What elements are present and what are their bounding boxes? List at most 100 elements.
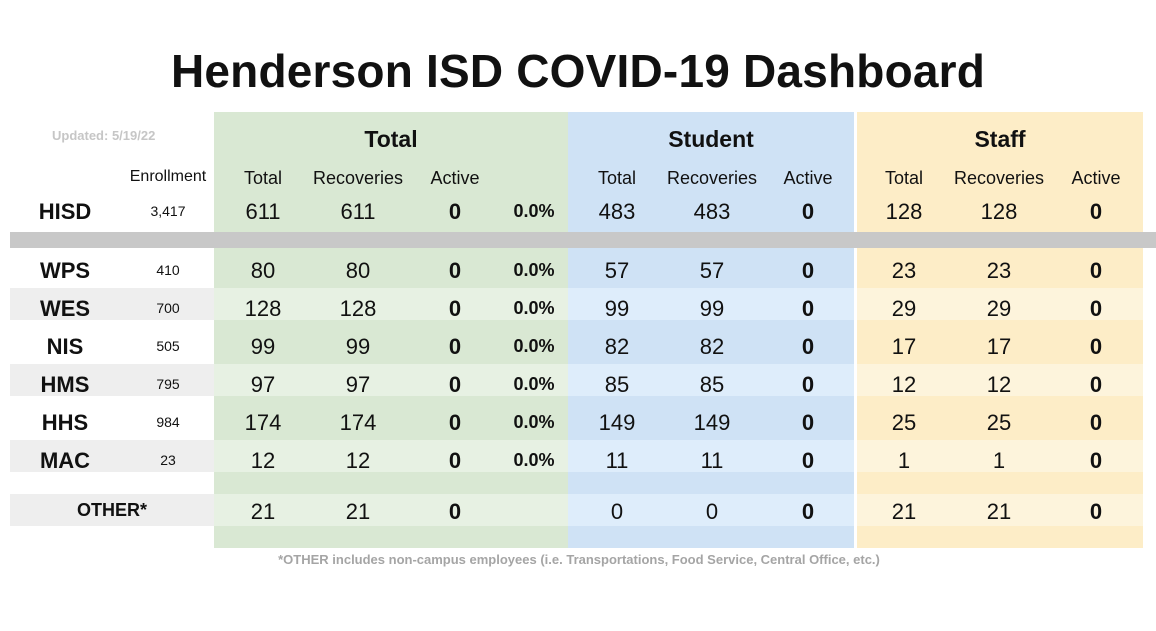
enrollment-cell: 984	[156, 414, 180, 430]
footnote: *OTHER includes non-campus employees (i.…	[278, 552, 880, 567]
student-total-cell: 57	[604, 258, 630, 283]
header-enrollment: Enrollment	[129, 168, 207, 185]
row-label: OTHER*	[76, 500, 147, 520]
recoveries-cell: 97	[345, 372, 371, 397]
student-recoveries-cell: 82	[699, 334, 725, 359]
separator-bar	[10, 232, 1156, 248]
staff-active-cell: 0	[1089, 372, 1103, 397]
band	[568, 440, 854, 472]
student-recoveries-cell: 149	[693, 410, 731, 435]
staff-panel	[857, 112, 1143, 548]
student-total-cell: 483	[598, 199, 636, 224]
staff-total-cell: 1	[897, 448, 911, 473]
staff-recoveries-cell: 25	[986, 410, 1012, 435]
staff-active-cell: 0	[1089, 499, 1103, 524]
student-total-cell: 149	[598, 410, 636, 435]
total-cell: 174	[244, 410, 282, 435]
staff-active-cell: 0	[1089, 334, 1103, 359]
header-staff-recoveries: Recoveries	[953, 168, 1045, 188]
header-active: Active	[430, 168, 480, 188]
band	[214, 364, 568, 396]
active-cell: 0	[448, 258, 462, 283]
staff-recoveries-cell: 21	[986, 499, 1012, 524]
student-total-cell: 0	[610, 499, 624, 524]
staff-total-cell: 128	[885, 199, 923, 224]
total-cell: 21	[250, 499, 276, 524]
recoveries-cell: 80	[345, 258, 371, 283]
staff-total-cell: 21	[891, 499, 917, 524]
band	[214, 288, 568, 320]
row-label: HISD	[38, 199, 92, 224]
pct-cell: 0.0%	[513, 298, 555, 318]
row-label: WPS	[39, 258, 91, 283]
student-panel	[568, 112, 854, 548]
staff-total-cell: 29	[891, 296, 917, 321]
band	[857, 364, 1143, 396]
active-cell: 0	[448, 334, 462, 359]
student-active-cell: 0	[801, 334, 815, 359]
active-cell: 0	[448, 372, 462, 397]
pct-cell: 0.0%	[513, 260, 555, 280]
pct-cell: 0.0%	[513, 450, 555, 470]
enrollment-cell: 505	[156, 338, 180, 354]
pct-cell: 0.0%	[513, 336, 555, 356]
group-header-staff: Staff	[974, 126, 1026, 152]
recoveries-cell: 611	[340, 199, 376, 224]
staff-recoveries-cell: 128	[980, 199, 1018, 224]
student-active-cell: 0	[801, 296, 815, 321]
band	[857, 288, 1143, 320]
updated-date: Updated: 5/19/22	[52, 128, 156, 143]
active-cell: 0	[448, 499, 462, 524]
pct-cell: 0.0%	[513, 412, 555, 432]
staff-recoveries-cell: 12	[986, 372, 1012, 397]
student-total-cell: 82	[604, 334, 630, 359]
student-recoveries-cell: 57	[699, 258, 725, 283]
total-cell: 128	[244, 296, 282, 321]
staff-active-cell: 0	[1089, 199, 1103, 224]
band	[857, 494, 1143, 526]
staff-active-cell: 0	[1089, 258, 1103, 283]
staff-total-cell: 12	[891, 372, 917, 397]
group-header-student: Student	[668, 126, 754, 152]
band	[214, 494, 568, 526]
staff-total-cell: 23	[891, 258, 917, 283]
active-cell: 0	[448, 410, 462, 435]
band	[214, 440, 568, 472]
recoveries-cell: 174	[339, 410, 377, 435]
student-active-cell: 0	[801, 258, 815, 283]
recoveries-cell: 21	[345, 499, 371, 524]
total-cell: 99	[250, 334, 276, 359]
student-active-cell: 0	[801, 410, 815, 435]
pct-cell: 0.0%	[513, 201, 555, 221]
row-label: HHS	[41, 410, 89, 435]
student-total-cell: 99	[604, 296, 630, 321]
student-recoveries-cell: 0	[705, 499, 719, 524]
band	[10, 364, 214, 396]
header-student-total: Total	[597, 168, 637, 188]
student-active-cell: 0	[801, 448, 815, 473]
total-cell: 611	[245, 199, 281, 224]
row-label: NIS	[46, 334, 84, 359]
total-cell: 97	[250, 372, 276, 397]
student-total-cell: 85	[604, 372, 630, 397]
total-panel	[214, 112, 568, 548]
recoveries-cell: 99	[345, 334, 371, 359]
active-cell: 0	[448, 448, 462, 473]
student-active-cell: 0	[801, 199, 815, 224]
staff-total-cell: 25	[891, 410, 917, 435]
student-recoveries-cell: 11	[700, 448, 724, 473]
enrollment-cell: 3,417	[150, 203, 186, 219]
pct-cell: 0.0%	[513, 374, 555, 394]
band	[568, 288, 854, 320]
row-label: MAC	[39, 448, 91, 473]
group-header-total: Total	[364, 126, 418, 152]
student-recoveries-cell: 99	[699, 296, 725, 321]
staff-total-cell: 17	[891, 334, 917, 359]
staff-active-cell: 0	[1089, 296, 1103, 321]
enrollment-cell: 700	[156, 300, 180, 316]
student-active-cell: 0	[801, 372, 815, 397]
header-staff-active: Active	[1071, 168, 1121, 188]
enrollment-cell: 23	[160, 452, 176, 468]
band	[10, 288, 214, 320]
page-title: Henderson ISD COVID-19 Dashboard	[170, 45, 986, 97]
